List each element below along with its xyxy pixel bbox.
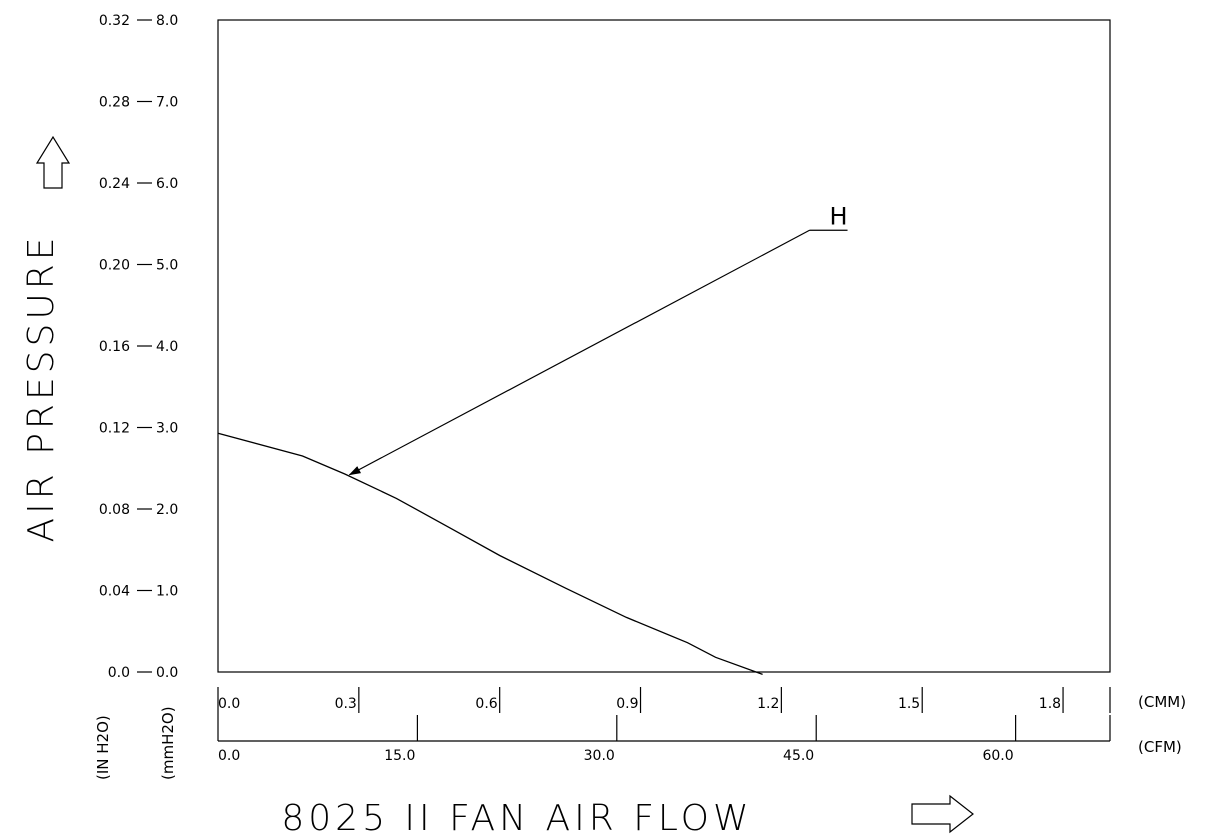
plot-frame	[217, 19, 1111, 673]
series-h-curve	[217, 432, 763, 676]
y-tick-label-mmh2o: 5.0	[156, 258, 178, 274]
x-tick-label-cmm: 0.9	[616, 696, 638, 712]
chart-title: 8025 II FAN AIR FLOW	[281, 798, 752, 836]
arrow-right-icon	[911, 794, 974, 834]
x-tick-label-cmm: 0.0	[218, 696, 240, 712]
y-tick-label-inh2o: 0.0	[108, 665, 130, 681]
y-tick-label-mmh2o: 0.0	[156, 665, 178, 681]
x-axis-ticks: 0.0 0.3 0.6 0.9 1.2 1.5 1.8 0.0 15.0 30.0 45.0 60.0	[217, 687, 1111, 764]
y-tick-label-inh2o: 0.20	[99, 258, 130, 274]
x-tick-label-cmm: 0.3	[335, 696, 357, 712]
y-tick-label-inh2o: 0.12	[99, 421, 130, 437]
y-tick-label-inh2o: 0.16	[99, 339, 130, 355]
y-tick-label-mmh2o: 7.0	[156, 95, 178, 111]
arrow-up-icon	[35, 135, 71, 189]
y-axis-title: AIR PRESSURE	[21, 234, 62, 543]
x-tick-label-cfm: 45.0	[783, 748, 814, 764]
y-tick-label-mmh2o: 3.0	[156, 421, 178, 437]
x-tick-label-cmm: 1.5	[898, 696, 920, 712]
y-tick-label-inh2o: 0.08	[99, 502, 130, 518]
x-tick-label-cmm: 0.6	[475, 696, 497, 712]
x-unit-cmm: (CMM)	[1138, 693, 1186, 711]
annotation-label-h: H	[830, 202, 848, 230]
x-tick-label-cmm: 1.8	[1039, 696, 1061, 712]
y-tick-label-inh2o: 0.32	[99, 13, 130, 29]
x-tick-label-cfm: 30.0	[584, 748, 615, 764]
y-tick-label-mmh2o: 4.0	[156, 339, 178, 355]
annotation-h: H	[348, 202, 848, 476]
y-tick-label-mmh2o: 2.0	[156, 502, 178, 518]
y-unit-mmh2o: (mmH2O)	[159, 706, 177, 780]
x-tick-label-cfm: 0.0	[218, 748, 240, 764]
y-axis-ticks: 0.0 0.0 1.0 0.04 2.0 0.08 3.0 0.12 4.0 0.16 5.0 0.2…	[99, 13, 178, 681]
x-tick-label-cfm: 60.0	[982, 748, 1013, 764]
y-tick-label-inh2o: 0.04	[99, 584, 130, 600]
y-tick-label-mmh2o: 8.0	[156, 13, 178, 29]
x-unit-cfm: (CFM)	[1138, 738, 1182, 756]
annotation-leader-line	[348, 229, 810, 476]
x-tick-label-cmm: 1.2	[757, 696, 779, 712]
x-tick-label-cfm: 15.0	[384, 748, 415, 764]
y-tick-label-inh2o: 0.28	[99, 95, 130, 111]
y-tick-label-inh2o: 0.24	[99, 176, 130, 192]
y-tick-label-mmh2o: 1.0	[156, 584, 178, 600]
y-unit-inh2o: (IN H2O)	[94, 715, 112, 780]
y-tick-label-mmh2o: 6.0	[156, 176, 178, 192]
